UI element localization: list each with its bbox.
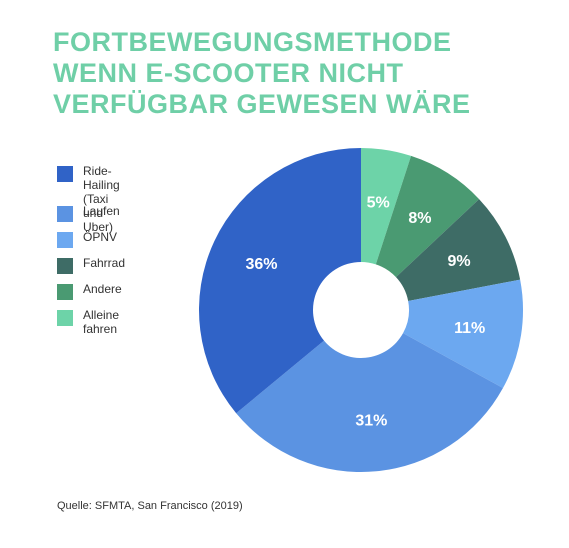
legend-swatch xyxy=(57,166,73,182)
slice-value-label-4: 11% xyxy=(454,320,485,337)
title-line-3: VERFÜGBAR GEWESEN WÄRE xyxy=(53,89,471,119)
slice-value-label-3: 9% xyxy=(447,253,470,270)
legend-swatch xyxy=(57,258,73,274)
slice-value-label-2: 8% xyxy=(408,210,431,227)
legend-label: Fahrrad xyxy=(83,256,126,270)
title-line-1: FORTBEWEGUNGSMETHODE xyxy=(53,27,452,57)
legend-swatch xyxy=(57,284,73,300)
chart-title: FORTBEWEGUNGSMETHODE WENN E-SCOOTER NICH… xyxy=(53,27,471,120)
legend-label: ÖPNV xyxy=(83,230,118,244)
slice-3 xyxy=(395,199,521,302)
legend-swatch xyxy=(57,206,73,222)
slice-value-label-5: 31% xyxy=(355,413,387,430)
source-note: Quelle: SFMTA, San Francisco (2019) xyxy=(57,500,243,512)
slice-1 xyxy=(361,148,412,265)
title-line-2: WENN E-SCOOTER NICHT xyxy=(53,58,404,88)
slice-5 xyxy=(236,333,503,473)
slice-value-label-1: 5% xyxy=(367,194,390,211)
legend-label: Laufen xyxy=(83,204,120,218)
legend-swatch xyxy=(57,310,73,326)
slice-value-label-6: 36% xyxy=(245,256,277,273)
slice-6 xyxy=(198,148,361,414)
legend-label: Alleine fahren xyxy=(83,308,120,336)
slice-4 xyxy=(403,279,523,389)
legend-label: Ride-Hailing (Taxi und Uber) xyxy=(83,164,120,234)
slice-2 xyxy=(375,155,480,278)
legend-swatch xyxy=(57,232,73,248)
legend-label: Andere xyxy=(83,282,122,296)
